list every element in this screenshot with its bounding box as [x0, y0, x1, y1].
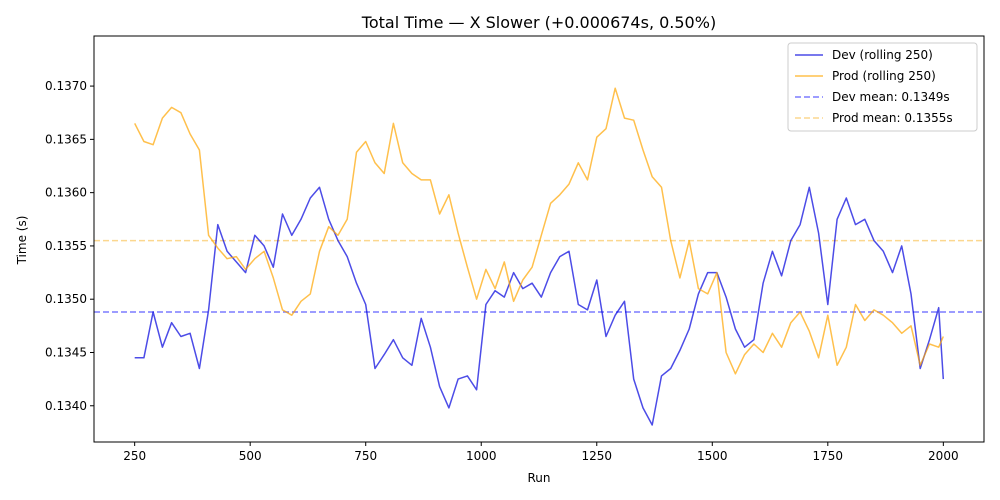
x-tick-label: 750: [354, 449, 377, 463]
chart-title: Total Time — X Slower (+0.000674s, 0.50%…: [361, 13, 716, 32]
x-tick-label: 1750: [813, 449, 844, 463]
legend-label: Prod (rolling 250): [832, 69, 936, 83]
legend-label: Dev mean: 0.1349s: [832, 90, 950, 104]
series-lines: [134, 87, 945, 426]
y-tick-label: 0.1365: [45, 132, 87, 146]
x-tick-label: 1250: [581, 449, 612, 463]
y-tick-label: 0.1360: [45, 186, 87, 200]
x-axis-ticks: 250 500 750 1000 1250 1500 1750 2000: [123, 442, 959, 463]
y-axis-ticks: 0.1340 0.1345 0.1350 0.1355 0.1360 0.1365 0.13…: [45, 79, 94, 413]
x-axis-label: Run: [527, 471, 550, 485]
legend-label: Dev (rolling 250): [832, 48, 933, 62]
y-tick-label: 0.1340: [45, 399, 87, 413]
x-tick-label: 1000: [466, 449, 497, 463]
plot-frame: [93, 35, 985, 443]
x-tick-label: 500: [239, 449, 262, 463]
y-tick-label: 0.1355: [45, 239, 87, 253]
series-line-0: [134, 186, 945, 426]
y-axis-label: Time (s): [15, 216, 29, 266]
y-tick-label: 0.1350: [45, 292, 87, 306]
x-tick-label: 2000: [928, 449, 959, 463]
series-line-1: [134, 87, 944, 375]
x-tick-label: 1500: [697, 449, 728, 463]
legend-label: Prod mean: 0.1355s: [832, 111, 953, 125]
y-tick-label: 0.1345: [45, 345, 87, 359]
y-tick-label: 0.1370: [45, 79, 87, 93]
legend: Dev (rolling 250) Prod (rolling 250) Dev m…: [787, 42, 978, 132]
legend-box: [787, 42, 978, 132]
x-tick-label: 250: [123, 449, 146, 463]
